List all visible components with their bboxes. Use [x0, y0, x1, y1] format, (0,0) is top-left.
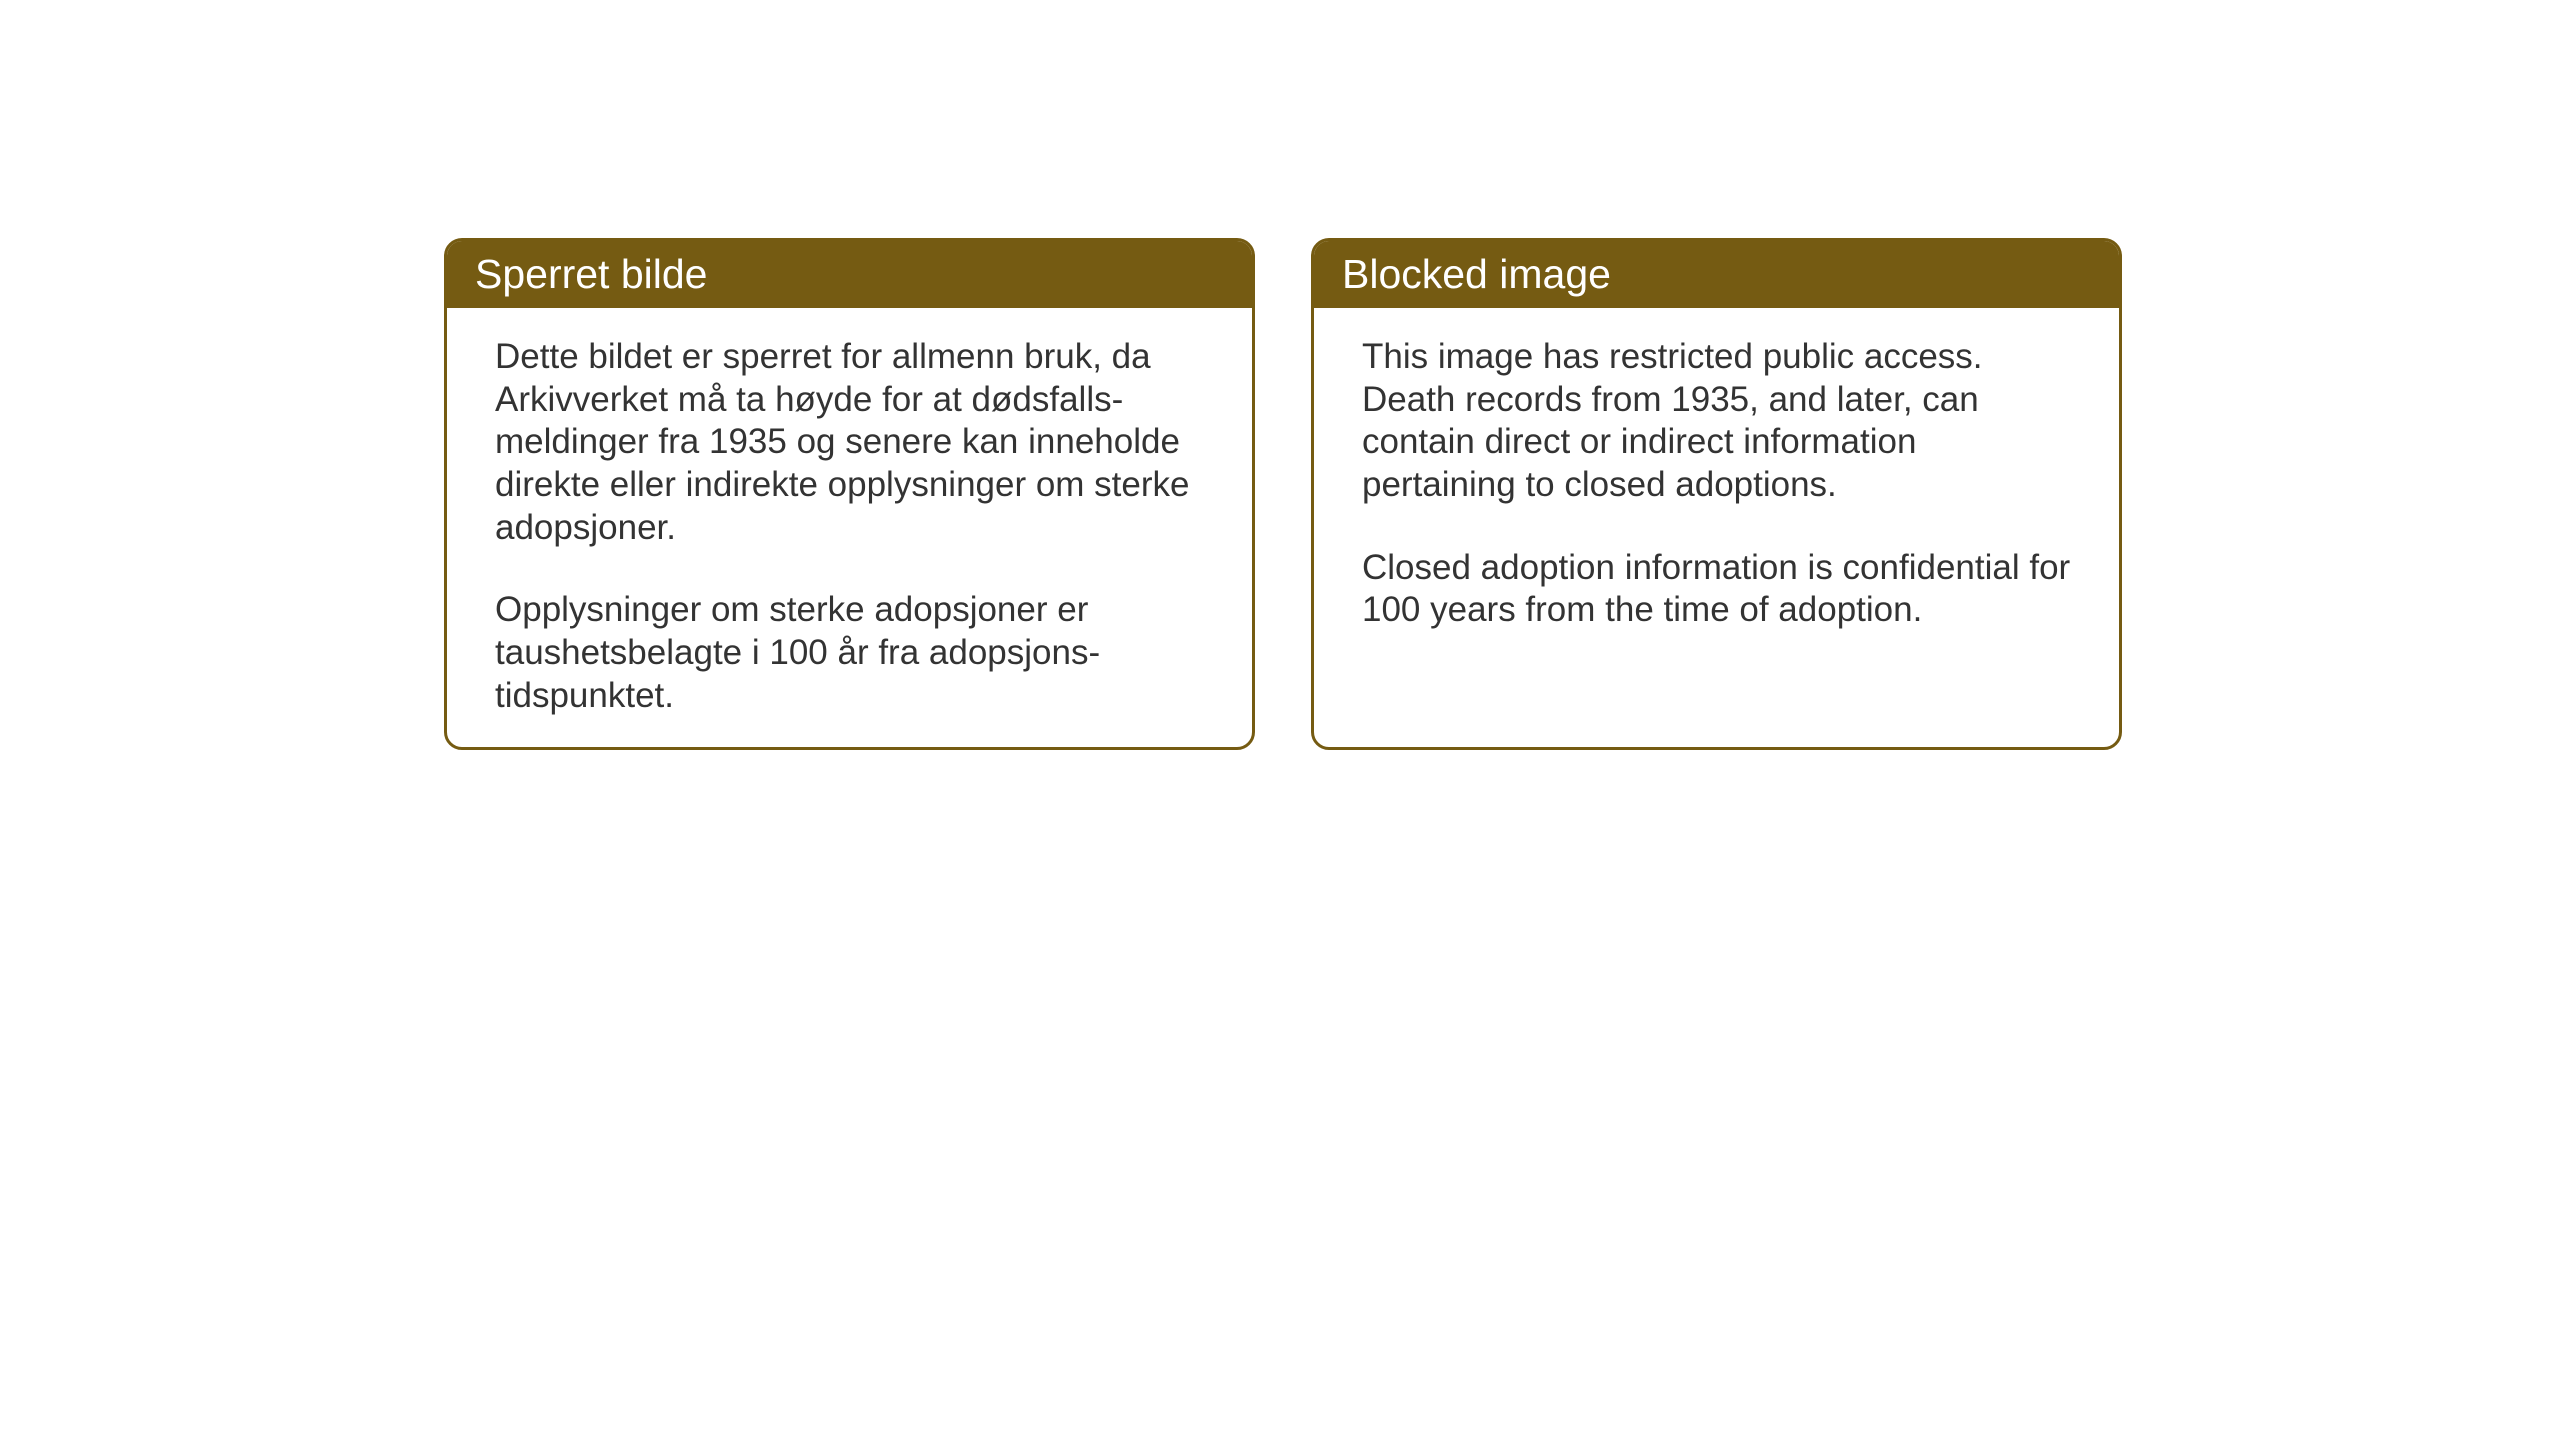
cards-container: Sperret bilde Dette bildet er sperret fo… — [444, 238, 2122, 750]
card-english-paragraph-2: Closed adoption information is confident… — [1362, 547, 2071, 632]
card-english-body: This image has restricted public access.… — [1314, 308, 2119, 660]
card-norwegian-body: Dette bildet er sperret for allmenn bruk… — [447, 308, 1252, 746]
card-norwegian-paragraph-1: Dette bildet er sperret for allmenn bruk… — [495, 336, 1204, 549]
card-english: Blocked image This image has restricted … — [1311, 238, 2122, 750]
card-norwegian-paragraph-2: Opplysninger om sterke adopsjoner er tau… — [495, 589, 1204, 717]
card-english-header: Blocked image — [1314, 241, 2119, 308]
card-norwegian-header: Sperret bilde — [447, 241, 1252, 308]
card-norwegian: Sperret bilde Dette bildet er sperret fo… — [444, 238, 1255, 750]
card-english-paragraph-1: This image has restricted public access.… — [1362, 336, 2071, 507]
